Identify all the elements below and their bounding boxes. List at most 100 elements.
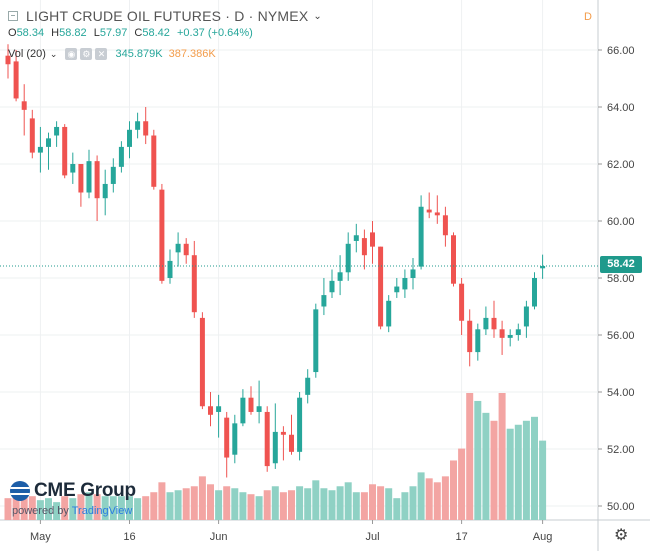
volume-bar bbox=[215, 490, 223, 520]
candle-body bbox=[143, 121, 149, 136]
candle-body bbox=[110, 166, 116, 184]
volume-bar bbox=[352, 492, 360, 520]
candle-body bbox=[62, 126, 68, 176]
volume-bar bbox=[466, 393, 474, 520]
y-tick-label: 66.00 bbox=[607, 45, 635, 57]
volume-bar bbox=[93, 494, 101, 520]
volume-legend[interactable]: Vol (20) ⌄ ◉ ⚙ ✕ 345.879K 387.386K bbox=[8, 48, 216, 60]
volume-bar bbox=[514, 424, 522, 520]
candle-body bbox=[159, 189, 165, 281]
volume-bar bbox=[142, 496, 150, 520]
candle-body bbox=[515, 329, 521, 335]
volume-bar bbox=[4, 498, 12, 520]
candle-body bbox=[442, 215, 448, 236]
chevron-down-icon[interactable]: ⌄ bbox=[49, 48, 58, 59]
y-tick-label: 58.00 bbox=[607, 273, 635, 285]
volume-bar bbox=[158, 482, 166, 520]
candle-body bbox=[289, 434, 294, 452]
volume-value: 345.879K bbox=[115, 48, 163, 60]
chevron-down-icon[interactable]: ⌄ bbox=[313, 10, 322, 22]
candle-body bbox=[467, 320, 473, 353]
open-label: O bbox=[8, 27, 17, 39]
candle-body bbox=[434, 212, 440, 216]
x-tick-label: Aug bbox=[533, 531, 553, 543]
x-tick-label: Jun bbox=[210, 531, 228, 543]
candle-body bbox=[451, 235, 456, 284]
candle-body bbox=[532, 278, 537, 307]
candle-body bbox=[361, 238, 367, 256]
candle-body bbox=[5, 55, 11, 65]
powered-by[interactable]: powered by TradingView bbox=[12, 505, 132, 517]
candle-body bbox=[305, 377, 311, 395]
cme-logo[interactable]: CME Group bbox=[10, 480, 136, 502]
volume-bar bbox=[506, 428, 514, 520]
volume-bar bbox=[450, 460, 457, 520]
volume-bar bbox=[166, 492, 174, 520]
volume-bar bbox=[134, 498, 142, 520]
candle-body bbox=[345, 243, 351, 273]
volume-bar bbox=[101, 496, 109, 520]
volume-bar bbox=[531, 416, 538, 520]
candle-body bbox=[248, 397, 254, 412]
volume-bar bbox=[231, 488, 239, 520]
volume-label: Vol (20) bbox=[8, 48, 46, 60]
candle-body bbox=[151, 135, 157, 187]
candle-body bbox=[256, 406, 262, 412]
candle-body bbox=[86, 161, 92, 193]
candle-body bbox=[507, 335, 513, 338]
close-value: 58.42 bbox=[142, 27, 170, 39]
x-tick-label: 17 bbox=[455, 531, 467, 543]
volume-bar bbox=[288, 490, 295, 520]
volume-bar bbox=[279, 492, 287, 520]
candle-body bbox=[208, 406, 213, 415]
tradingview-link[interactable]: TradingView bbox=[71, 505, 133, 517]
candle-body bbox=[321, 295, 327, 307]
volume-bar bbox=[85, 492, 93, 520]
symbol-header[interactable]: LIGHT CRUDE OIL FUTURES · D · NYMEX ⌄ bbox=[8, 8, 322, 24]
close-icon[interactable]: ✕ bbox=[95, 48, 108, 60]
candle-body bbox=[523, 306, 529, 327]
volume-bar bbox=[369, 484, 376, 520]
candle-body bbox=[232, 423, 238, 455]
volume-bar bbox=[474, 400, 482, 520]
high-label: H bbox=[51, 27, 60, 39]
candle-body bbox=[216, 406, 222, 412]
candle-body bbox=[280, 431, 286, 435]
settings-gear-icon[interactable]: ⚙ bbox=[614, 527, 629, 544]
y-tick-label: 64.00 bbox=[607, 102, 635, 114]
low-label: L bbox=[93, 27, 100, 39]
volume-bar bbox=[69, 498, 77, 520]
y-tick-label: 62.00 bbox=[607, 159, 635, 171]
candle-body bbox=[175, 243, 181, 253]
gear-icon[interactable]: ⚙ bbox=[80, 48, 93, 60]
y-tick-label: 50.00 bbox=[607, 501, 635, 513]
candle-body bbox=[386, 300, 392, 327]
collapse-icon[interactable] bbox=[8, 11, 18, 21]
low-value: 57.97 bbox=[99, 27, 128, 39]
volume-bar bbox=[190, 486, 198, 520]
candle-body bbox=[297, 397, 303, 452]
globe-icon bbox=[10, 481, 30, 501]
volume-bar bbox=[150, 492, 158, 520]
volume-bar bbox=[490, 420, 498, 520]
candle-body bbox=[272, 431, 278, 464]
volume-bar bbox=[20, 496, 28, 520]
volume-bar bbox=[247, 494, 255, 520]
candle-body bbox=[46, 138, 51, 147]
candle-body bbox=[353, 235, 359, 241]
candle-body bbox=[78, 164, 84, 193]
candle-body bbox=[54, 126, 60, 136]
volume-bar bbox=[433, 482, 441, 520]
change-value: +0.37 (+0.64%) bbox=[176, 27, 253, 39]
volume-bar bbox=[12, 496, 20, 520]
volume-bar bbox=[336, 486, 344, 520]
volume-bar bbox=[344, 482, 352, 520]
powered-text: powered by bbox=[12, 505, 72, 517]
eye-icon[interactable]: ◉ bbox=[65, 48, 78, 60]
volume-bar bbox=[401, 492, 409, 520]
close-label: C bbox=[134, 27, 143, 39]
candle-body bbox=[410, 269, 416, 278]
volume-bar bbox=[393, 498, 401, 520]
